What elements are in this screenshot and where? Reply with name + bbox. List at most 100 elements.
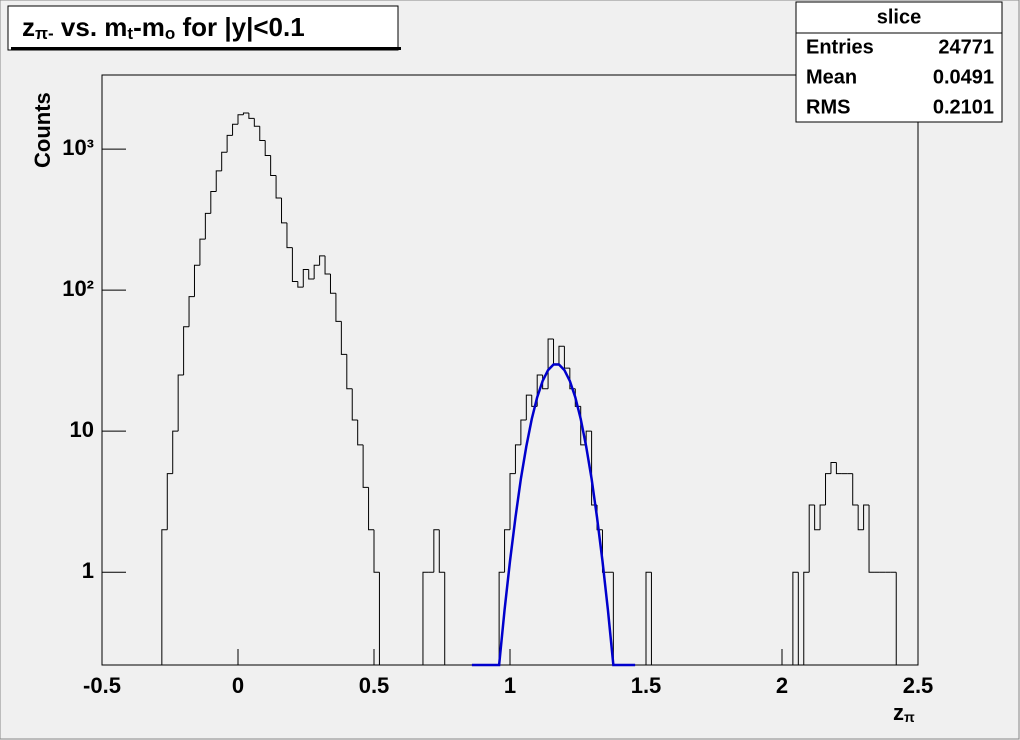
- histogram-bin: [857, 504, 864, 531]
- histogram-bin: [362, 444, 369, 488]
- histogram-bin: [281, 197, 287, 224]
- text-part: vs. m: [54, 12, 128, 42]
- histogram-bin: [204, 212, 211, 240]
- histogram-bin: [221, 151, 228, 171]
- x-tick-label: 2.5: [903, 673, 934, 698]
- stats-value: 24771: [938, 36, 994, 58]
- histogram-bin: [161, 529, 168, 665]
- histogram-bin: [291, 247, 298, 283]
- subscript: o: [165, 24, 175, 43]
- histogram-bin: [351, 388, 358, 421]
- stats-label: Entries: [806, 36, 874, 58]
- histogram-bin: [444, 572, 451, 666]
- histogram-bin: [797, 572, 804, 666]
- histogram-bin: [324, 255, 331, 275]
- subscript: t: [127, 24, 133, 43]
- histogram-bin: [825, 473, 831, 505]
- stats-value: 0.0491: [933, 66, 994, 88]
- x-tick-label: -0.5: [83, 673, 121, 698]
- histogram-bin: [237, 114, 244, 125]
- histogram-bin: [308, 269, 315, 280]
- text-part: z: [22, 12, 35, 42]
- histogram-bin: [509, 473, 516, 530]
- histogram-bin: [319, 255, 326, 266]
- histogram-bin: [270, 155, 277, 176]
- x-axis-label: zπ: [893, 700, 915, 725]
- histogram-bin: [264, 140, 271, 157]
- chart-title: zπ- vs. mt-mo for |y|<0.1: [22, 12, 305, 43]
- histogram-bin: [232, 123, 238, 136]
- histogram-bin: [346, 354, 353, 390]
- histogram-bin: [259, 126, 266, 142]
- histogram-bin: [188, 296, 195, 327]
- histogram-bin: [248, 113, 255, 119]
- histogram-bin: [242, 112, 249, 115]
- histogram-bin: [199, 238, 206, 266]
- histogram-bin: [340, 321, 347, 355]
- histogram-bin: [803, 571, 810, 665]
- x-tick-label: 0.5: [359, 673, 390, 698]
- histogram-bin: [215, 170, 222, 192]
- histogram-bin: [835, 462, 842, 475]
- histogram-bin: [814, 504, 821, 531]
- histogram-bin: [438, 529, 445, 573]
- x-tick-label: 1.5: [631, 673, 662, 698]
- text-part: for |y|<0.1: [175, 12, 304, 42]
- histogram-bin: [329, 274, 336, 294]
- frame: [101, 74, 919, 666]
- histogram-bin: [313, 264, 320, 279]
- stats-value: 0.2101: [933, 96, 994, 118]
- histogram-bin: [253, 118, 260, 127]
- histogram-bin: [792, 571, 799, 665]
- text-part: z: [893, 700, 904, 725]
- histogram-bin: [286, 222, 293, 249]
- subscript: π-: [35, 24, 54, 43]
- y-tick-label: 10³: [62, 135, 94, 160]
- histogram-bin: [830, 461, 837, 474]
- histogram-bin: [808, 504, 815, 573]
- stats-box: [795, 1, 1003, 123]
- histogram-bin: [275, 175, 282, 199]
- histogram-bin: [650, 572, 657, 666]
- histogram-bin: [177, 374, 184, 432]
- histogram-bin: [226, 134, 233, 153]
- histogram-bin: [302, 269, 309, 288]
- histogram-bin: [520, 419, 527, 445]
- histogram-bin: [863, 504, 870, 530]
- histogram-bin: [378, 572, 385, 666]
- y-axis-label: Counts: [30, 92, 55, 168]
- y-tick-label: 1: [82, 558, 94, 583]
- histogram-bin: [433, 529, 440, 573]
- histogram-bin: [422, 571, 429, 665]
- histogram-bin: [357, 420, 364, 446]
- x-tick-label: 0: [232, 673, 244, 698]
- stats-label: RMS: [806, 96, 850, 118]
- histogram-bin: [373, 529, 380, 573]
- histogram-bin: [852, 473, 859, 506]
- histogram-bin: [193, 264, 200, 297]
- histogram-bin: [514, 444, 521, 474]
- histogram-bin: [335, 293, 342, 322]
- title-box: [7, 5, 399, 51]
- histogram-bin: [645, 571, 652, 665]
- histogram-bin: [525, 394, 532, 421]
- title-shadow: [11, 47, 401, 50]
- histogram-bin: [819, 504, 826, 530]
- subscript: π: [904, 709, 915, 725]
- histogram-bin: [183, 326, 190, 376]
- histogram-bin: [558, 345, 565, 364]
- histogram-bin: [166, 473, 173, 530]
- histogram-bin: [504, 529, 510, 573]
- text-part: -m: [133, 12, 165, 42]
- histogram-bin: [210, 191, 217, 214]
- fit-curve: [471, 363, 636, 667]
- histogram-bin: [368, 487, 374, 531]
- histogram-bin: [895, 572, 902, 666]
- histogram-bin: [498, 571, 505, 665]
- y-tick-label: 10²: [62, 276, 94, 301]
- histogram-bin: [563, 346, 570, 369]
- stats-title: slice: [877, 6, 921, 28]
- histogram-bin: [297, 281, 304, 288]
- x-tick-label: 1: [504, 673, 516, 698]
